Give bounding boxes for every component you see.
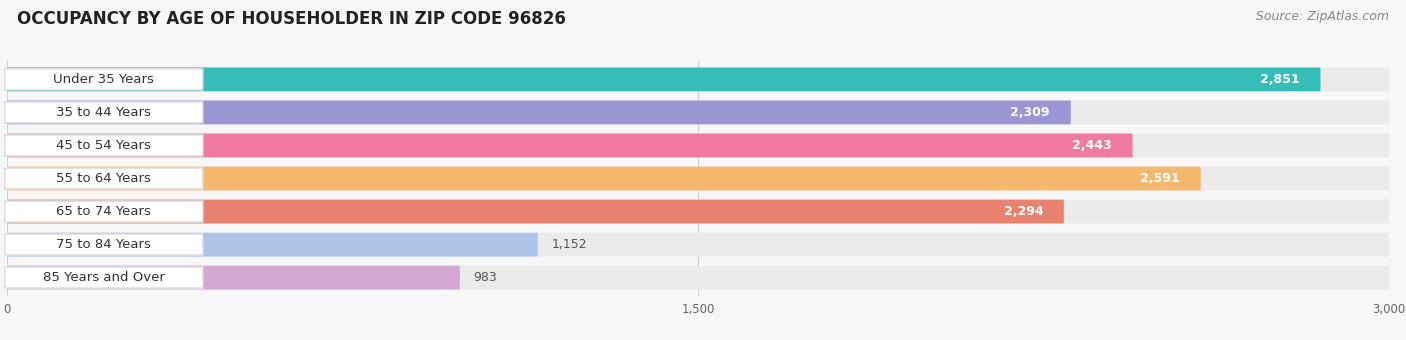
Text: 2,591: 2,591 [1140,172,1180,185]
Text: 2,443: 2,443 [1073,139,1112,152]
FancyBboxPatch shape [7,200,1389,223]
FancyBboxPatch shape [4,135,202,156]
Text: Source: ZipAtlas.com: Source: ZipAtlas.com [1256,10,1389,23]
FancyBboxPatch shape [994,104,1067,121]
FancyBboxPatch shape [7,101,1389,124]
FancyBboxPatch shape [1243,71,1317,88]
Text: 65 to 74 Years: 65 to 74 Years [56,205,152,218]
FancyBboxPatch shape [4,201,202,222]
FancyBboxPatch shape [7,167,1201,190]
FancyBboxPatch shape [7,134,1389,157]
Text: 35 to 44 Years: 35 to 44 Years [56,106,152,119]
Text: 45 to 54 Years: 45 to 54 Years [56,139,152,152]
FancyBboxPatch shape [7,233,537,256]
Text: 55 to 64 Years: 55 to 64 Years [56,172,152,185]
FancyBboxPatch shape [7,67,1320,91]
FancyBboxPatch shape [7,200,1064,223]
FancyBboxPatch shape [4,168,202,189]
FancyBboxPatch shape [7,233,1389,256]
FancyBboxPatch shape [4,267,202,288]
FancyBboxPatch shape [1123,170,1197,187]
Text: 85 Years and Over: 85 Years and Over [42,271,165,284]
Text: 1,152: 1,152 [551,238,588,251]
FancyBboxPatch shape [4,69,202,90]
FancyBboxPatch shape [4,234,202,255]
FancyBboxPatch shape [7,101,1071,124]
FancyBboxPatch shape [7,266,460,290]
Text: OCCUPANCY BY AGE OF HOUSEHOLDER IN ZIP CODE 96826: OCCUPANCY BY AGE OF HOUSEHOLDER IN ZIP C… [17,10,565,28]
Text: 75 to 84 Years: 75 to 84 Years [56,238,152,251]
FancyBboxPatch shape [1054,137,1129,154]
Text: 2,851: 2,851 [1260,73,1299,86]
FancyBboxPatch shape [987,203,1060,220]
Text: 2,309: 2,309 [1011,106,1050,119]
FancyBboxPatch shape [4,102,202,123]
FancyBboxPatch shape [7,266,1389,290]
Text: 2,294: 2,294 [1004,205,1043,218]
Text: 983: 983 [474,271,498,284]
FancyBboxPatch shape [7,167,1389,190]
FancyBboxPatch shape [7,134,1132,157]
FancyBboxPatch shape [7,67,1389,91]
Text: Under 35 Years: Under 35 Years [53,73,155,86]
